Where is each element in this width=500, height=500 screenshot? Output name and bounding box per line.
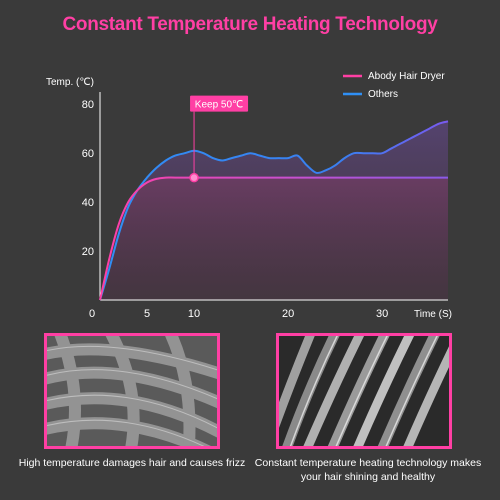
x-axis-label: Time (S) [414,309,452,320]
y-axis-label: Temp. (℃) [46,77,94,88]
x-tick-label: 20 [282,308,294,320]
x-tick-label: 5 [144,308,150,320]
x-tick-labels: 0 5 10 20 30 [89,308,388,320]
annotation-point [189,172,199,183]
page-title: Constant Temperature Heating Technology [62,14,438,35]
legend-label-abody: Abody Hair Dryer [368,71,445,82]
x-tick-label: 0 [89,308,95,320]
y-tick-label: 60 [82,148,94,160]
annotation-box [190,95,249,112]
abody-area [100,177,448,300]
healthy-hair-image [276,333,452,449]
legend-label-others: Others [368,89,398,100]
x-tick-label: 10 [188,308,200,320]
series-line-abody [99,176,448,301]
y-tick-labels: 20 40 60 80 [82,99,94,258]
y-tick-label: 80 [82,99,94,111]
x-tick-label: 30 [376,308,388,320]
annotation-label: Keep 50℃ [195,100,244,111]
legend: Abody Hair Dryer Others [343,71,445,100]
y-tick-label: 20 [82,246,94,258]
series-line-others [99,120,449,301]
caption-damaged-hair: High temperature damages hair and causes… [18,457,246,469]
caption-healthy-hair: Constant temperature heating technology … [254,457,482,483]
y-tick-label: 40 [82,197,94,209]
damaged-hair-image [44,333,220,449]
temperature-chart: 20 40 60 80 0 5 10 20 30 Temp. (℃) Time (S) Kee… [46,71,452,320]
